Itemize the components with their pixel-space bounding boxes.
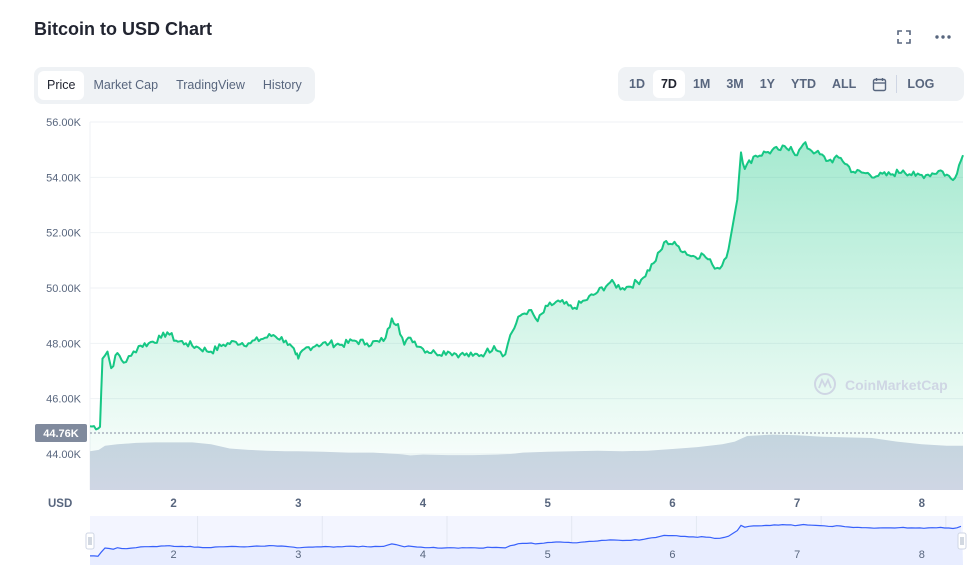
navigator-tick-label: 6 (669, 549, 675, 561)
calendar-icon[interactable] (867, 70, 891, 98)
x-tick-label: 7 (794, 498, 800, 510)
price-area-fill (90, 142, 963, 490)
range-1y-button[interactable]: 1Y (759, 77, 776, 91)
calendar-glyph (872, 77, 887, 91)
fullscreen-glyph (897, 30, 911, 44)
tab-tradingview[interactable]: TradingView (176, 78, 245, 92)
y-tick-label: 56.00K (46, 117, 82, 129)
tab-price[interactable]: Price (38, 71, 85, 100)
time-range-selector: 1D 7D 1M 3M 1Y YTD ALL LOG (618, 67, 964, 101)
x-tick-label: 5 (544, 498, 551, 510)
chart-title: Bitcoin to USD Chart (34, 19, 212, 39)
range-divider (896, 75, 898, 93)
current-price-label: 44.76K (43, 428, 79, 440)
right-handle-box (957, 532, 967, 550)
navigator-tick-label: 4 (420, 549, 426, 561)
navigator-line (90, 523, 962, 557)
range-1d-button[interactable]: 1D (629, 77, 645, 91)
x-tick-label: 8 (919, 498, 926, 510)
navigator-area (90, 524, 963, 565)
watermark-text: CoinMarketCap (845, 377, 948, 393)
x-tick-label: 3 (295, 498, 301, 510)
more-options-icon[interactable] (932, 26, 954, 48)
y-tick-label: 48.00K (46, 338, 82, 350)
tab-history[interactable]: History (262, 78, 302, 92)
log-scale-button[interactable]: LOG (907, 77, 935, 91)
fullscreen-icon[interactable] (893, 26, 915, 48)
range-3m-button[interactable]: 3M (726, 77, 744, 91)
navigator-tick-label: 7 (794, 549, 800, 561)
tab-market-cap[interactable]: Market Cap (93, 78, 159, 92)
y-tick-label: 52.00K (46, 228, 82, 240)
navigator-tick-label: 2 (170, 549, 176, 561)
range-ytd-button[interactable]: YTD (791, 77, 817, 91)
navigator-tick-label: 5 (545, 549, 551, 561)
range-navigator[interactable]: 2 3 4 5 6 7 8 (85, 516, 967, 565)
navigator-right-handle[interactable] (957, 532, 967, 550)
range-1m-button[interactable]: 1M (692, 77, 711, 91)
x-tick-label: 4 (420, 498, 427, 510)
currency-label: USD (48, 498, 72, 510)
current-price-tag: 44.76K (35, 423, 87, 442)
y-tick-label: 50.00K (46, 283, 82, 295)
navigator-tick-label: 8 (919, 549, 925, 561)
navigator-x-axis: 2 3 4 5 6 7 8 (170, 549, 924, 561)
chart-type-tabs: Price Market Cap TradingView History (34, 67, 315, 104)
navigator-tick-label: 3 (295, 549, 301, 561)
navigator-left-handle[interactable] (85, 532, 95, 550)
coinmarketcap-watermark: CoinMarketCap (814, 373, 948, 395)
price-line (89, 141, 964, 431)
y-tick-label: 44.00K (46, 449, 82, 461)
ellipsis-glyph (935, 35, 951, 39)
y-axis: 56.00K 54.00K 52.00K 50.00K 48.00K 46.00K 44.0… (46, 117, 82, 461)
current-price-tag-bg (35, 423, 87, 442)
x-axis: 2 3 4 5 6 7 8 (170, 498, 925, 510)
left-handle-box (85, 532, 95, 550)
x-tick-label: 2 (170, 498, 176, 510)
cmc-logo-mark (818, 377, 832, 389)
y-tick-label: 54.00K (46, 172, 82, 184)
range-all-button[interactable]: ALL (832, 77, 857, 91)
cmc-logo-icon (814, 373, 836, 395)
y-tick-label: 46.00K (46, 394, 82, 406)
x-tick-label: 6 (669, 498, 675, 510)
range-7d-button[interactable]: 7D (652, 70, 685, 98)
